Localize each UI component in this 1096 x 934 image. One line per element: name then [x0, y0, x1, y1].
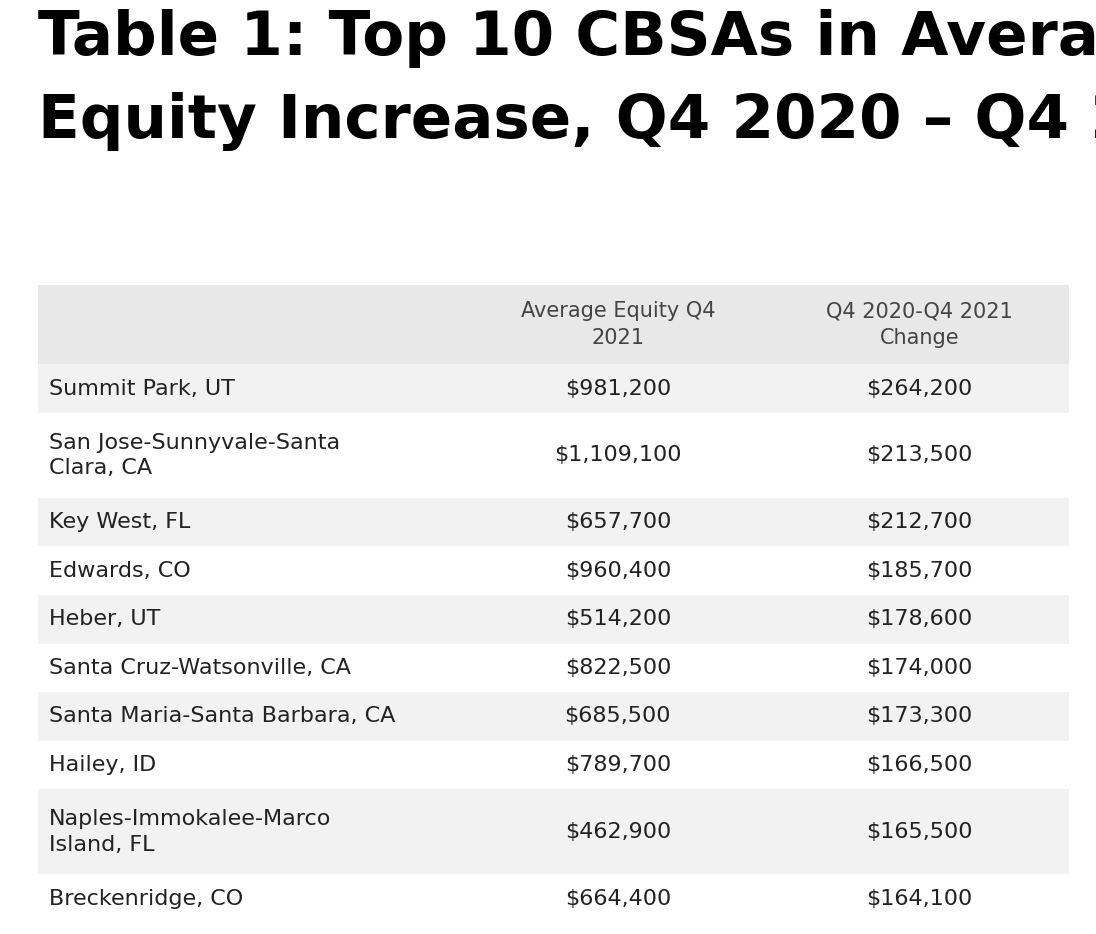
Text: $685,500: $685,500: [564, 706, 671, 727]
Text: Santa Cruz-Watsonville, CA: Santa Cruz-Watsonville, CA: [49, 658, 352, 678]
Text: $664,400: $664,400: [564, 888, 671, 909]
Text: $462,900: $462,900: [564, 822, 671, 842]
Text: $174,000: $174,000: [866, 658, 972, 678]
Text: $213,500: $213,500: [866, 446, 972, 465]
Text: $1,109,100: $1,109,100: [555, 446, 682, 465]
Text: $822,500: $822,500: [564, 658, 671, 678]
Text: $164,100: $164,100: [866, 888, 972, 909]
Text: $165,500: $165,500: [866, 822, 972, 842]
Text: Equity Increase, Q4 2020 – Q4 2021: Equity Increase, Q4 2020 – Q4 2021: [38, 92, 1096, 150]
Text: San Jose-Sunnyvale-Santa
Clara, CA: San Jose-Sunnyvale-Santa Clara, CA: [49, 432, 341, 478]
Text: Edwards, CO: Edwards, CO: [49, 560, 191, 581]
Text: $185,700: $185,700: [866, 560, 972, 581]
Text: Key West, FL: Key West, FL: [49, 512, 191, 532]
Text: $178,600: $178,600: [866, 609, 972, 630]
Text: $960,400: $960,400: [564, 560, 671, 581]
Text: $173,300: $173,300: [866, 706, 972, 727]
Text: Table 1: Top 10 CBSAs in Average: Table 1: Top 10 CBSAs in Average: [38, 9, 1096, 68]
Text: $166,500: $166,500: [866, 755, 972, 775]
Text: Naples-Immokalee-Marco
Island, FL: Naples-Immokalee-Marco Island, FL: [49, 809, 332, 855]
Text: Hailey, ID: Hailey, ID: [49, 755, 157, 775]
Text: $212,700: $212,700: [866, 512, 972, 532]
Text: Q4 2020-Q4 2021
Change: Q4 2020-Q4 2021 Change: [826, 302, 1013, 347]
Text: $789,700: $789,700: [564, 755, 671, 775]
Text: Breckenridge, CO: Breckenridge, CO: [49, 888, 243, 909]
Text: Average Equity Q4
2021: Average Equity Q4 2021: [521, 302, 715, 347]
Text: $981,200: $981,200: [564, 378, 671, 399]
Text: $657,700: $657,700: [564, 512, 671, 532]
Text: Heber, UT: Heber, UT: [49, 609, 161, 630]
Text: $514,200: $514,200: [564, 609, 671, 630]
Text: Santa Maria-Santa Barbara, CA: Santa Maria-Santa Barbara, CA: [49, 706, 396, 727]
Text: Summit Park, UT: Summit Park, UT: [49, 378, 236, 399]
Text: $264,200: $264,200: [866, 378, 972, 399]
